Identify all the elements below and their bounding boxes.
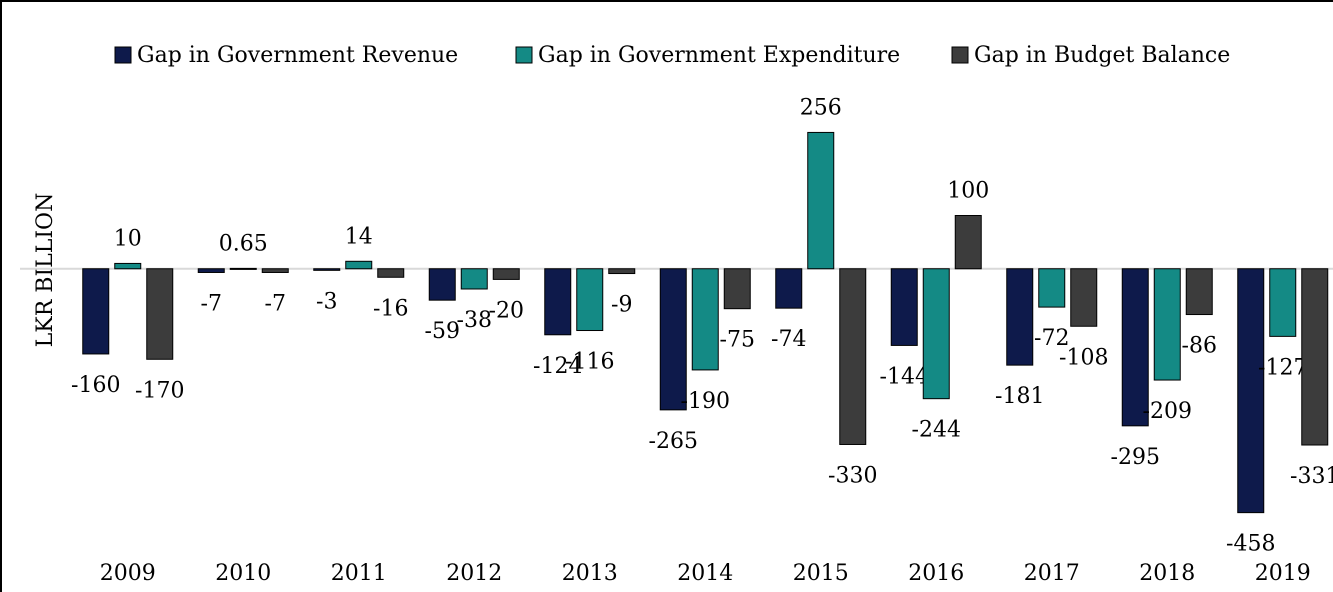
bar bbox=[1070, 268, 1098, 327]
data-label: -116 bbox=[565, 350, 614, 375]
data-label: 14 bbox=[345, 224, 373, 249]
data-label: -127 bbox=[1258, 355, 1307, 380]
bar bbox=[345, 260, 373, 270]
bar bbox=[1006, 268, 1034, 366]
bar bbox=[775, 268, 803, 309]
bar bbox=[146, 268, 174, 360]
data-label: -170 bbox=[135, 378, 184, 403]
data-label: 0.65 bbox=[219, 231, 268, 256]
data-label: -16 bbox=[373, 296, 408, 321]
legend-swatch bbox=[114, 46, 132, 64]
bar bbox=[229, 267, 257, 270]
x-tick-label: 2012 bbox=[446, 561, 502, 586]
x-tick-label: 2016 bbox=[908, 561, 964, 586]
data-label: -209 bbox=[1143, 399, 1192, 424]
data-label: -295 bbox=[1111, 445, 1160, 470]
bar bbox=[1185, 268, 1213, 316]
x-tick-label: 2019 bbox=[1255, 561, 1311, 586]
bar bbox=[608, 268, 636, 275]
data-label: -244 bbox=[912, 418, 961, 443]
x-tick-label: 2011 bbox=[331, 561, 387, 586]
x-tick-label: 2015 bbox=[793, 561, 849, 586]
data-label: -86 bbox=[1182, 334, 1217, 359]
bar bbox=[1038, 268, 1066, 308]
bar bbox=[1121, 268, 1149, 427]
bar bbox=[428, 268, 456, 301]
data-label: -9 bbox=[611, 293, 632, 318]
legend-swatch bbox=[515, 46, 533, 64]
legend-label: Gap in Government Expenditure bbox=[538, 43, 900, 68]
data-label: -74 bbox=[771, 327, 806, 352]
x-tick-label: 2013 bbox=[562, 561, 618, 586]
bar bbox=[890, 268, 918, 346]
data-label: -160 bbox=[71, 373, 120, 398]
data-label: -190 bbox=[681, 389, 730, 414]
bar bbox=[261, 268, 289, 273]
bar bbox=[1153, 268, 1181, 381]
data-label: -144 bbox=[880, 364, 929, 389]
data-label: -265 bbox=[649, 429, 698, 454]
bar bbox=[576, 268, 604, 332]
bar bbox=[691, 268, 719, 371]
x-tick-label: 2014 bbox=[677, 561, 733, 586]
data-label: -124 bbox=[533, 354, 582, 379]
bar bbox=[1237, 268, 1265, 514]
bar bbox=[377, 268, 405, 278]
data-label: -181 bbox=[995, 384, 1044, 409]
bar bbox=[807, 131, 835, 270]
legend-label: Gap in Budget Balance bbox=[974, 43, 1230, 68]
x-tick-label: 2017 bbox=[1024, 561, 1080, 586]
legend-label: Gap in Government Revenue bbox=[137, 43, 458, 68]
bar bbox=[114, 262, 142, 270]
x-tick-label: 2010 bbox=[215, 561, 271, 586]
data-label: -38 bbox=[457, 308, 492, 333]
y-axis-label: LKR BILLION bbox=[33, 193, 58, 348]
data-label: -7 bbox=[201, 291, 222, 316]
bar bbox=[197, 268, 225, 273]
bar bbox=[954, 215, 982, 270]
bar bbox=[659, 268, 687, 411]
data-label: -20 bbox=[489, 298, 524, 323]
data-label: -7 bbox=[265, 291, 286, 316]
bar bbox=[313, 268, 341, 271]
data-label: -108 bbox=[1059, 345, 1108, 370]
x-tick-label: 2018 bbox=[1139, 561, 1195, 586]
x-tick-label: 2009 bbox=[100, 561, 156, 586]
bar bbox=[544, 268, 572, 336]
data-label: 10 bbox=[114, 226, 142, 251]
data-label: -3 bbox=[316, 289, 337, 314]
bar bbox=[460, 268, 488, 290]
data-label: 256 bbox=[800, 95, 842, 120]
data-label: -330 bbox=[828, 463, 877, 488]
bar bbox=[82, 268, 110, 355]
data-label: -331 bbox=[1290, 464, 1333, 489]
legend-swatch bbox=[951, 46, 969, 64]
bar bbox=[1269, 268, 1297, 337]
data-label: -75 bbox=[720, 328, 755, 353]
data-label: 100 bbox=[947, 179, 989, 204]
bar bbox=[723, 268, 751, 310]
bar bbox=[1301, 268, 1329, 446]
bar bbox=[492, 268, 520, 280]
bar bbox=[922, 268, 950, 400]
data-label: -458 bbox=[1226, 532, 1275, 557]
bar bbox=[839, 268, 867, 445]
data-label: -59 bbox=[425, 319, 460, 344]
data-label: -72 bbox=[1034, 326, 1069, 351]
